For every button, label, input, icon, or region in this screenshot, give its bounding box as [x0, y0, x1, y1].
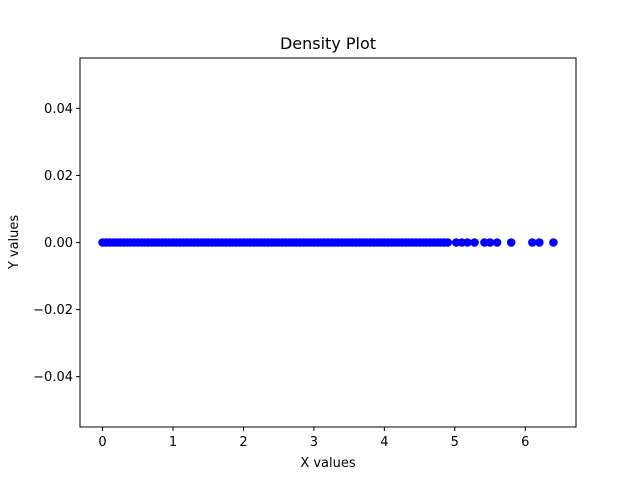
- x-tick-label: 1: [169, 435, 177, 450]
- y-axis-ticks: −0.04 −0.02 0.00 0.02 0.04: [33, 102, 80, 385]
- x-axis-ticks: 0 1 2 3 4 5 6: [98, 427, 529, 450]
- y-tick-label: −0.02: [33, 303, 73, 318]
- chart-title: Density Plot: [280, 34, 376, 53]
- data-point: [485, 238, 495, 247]
- y-axis-label: Y values: [7, 215, 22, 271]
- x-tick-label: 3: [310, 435, 318, 450]
- x-axis-label: X values: [300, 456, 356, 471]
- y-tick-label: 0.04: [44, 102, 73, 117]
- data-point: [506, 238, 516, 247]
- data-point: [535, 238, 544, 247]
- x-tick-label: 5: [451, 435, 459, 450]
- data-point: [528, 238, 537, 247]
- data-points: [98, 238, 558, 247]
- x-tick-label: 4: [380, 435, 388, 450]
- data-point: [549, 238, 558, 247]
- x-tick-label: 2: [239, 435, 247, 450]
- x-tick-label: 6: [521, 435, 529, 450]
- y-tick-label: 0.02: [44, 169, 73, 184]
- data-point: [492, 238, 502, 247]
- data-point: [463, 238, 472, 247]
- x-tick-label: 0: [98, 435, 106, 450]
- data-point: [470, 238, 479, 247]
- y-tick-label: 0.00: [44, 236, 73, 251]
- data-point: [443, 238, 453, 247]
- y-tick-label: −0.04: [33, 370, 73, 385]
